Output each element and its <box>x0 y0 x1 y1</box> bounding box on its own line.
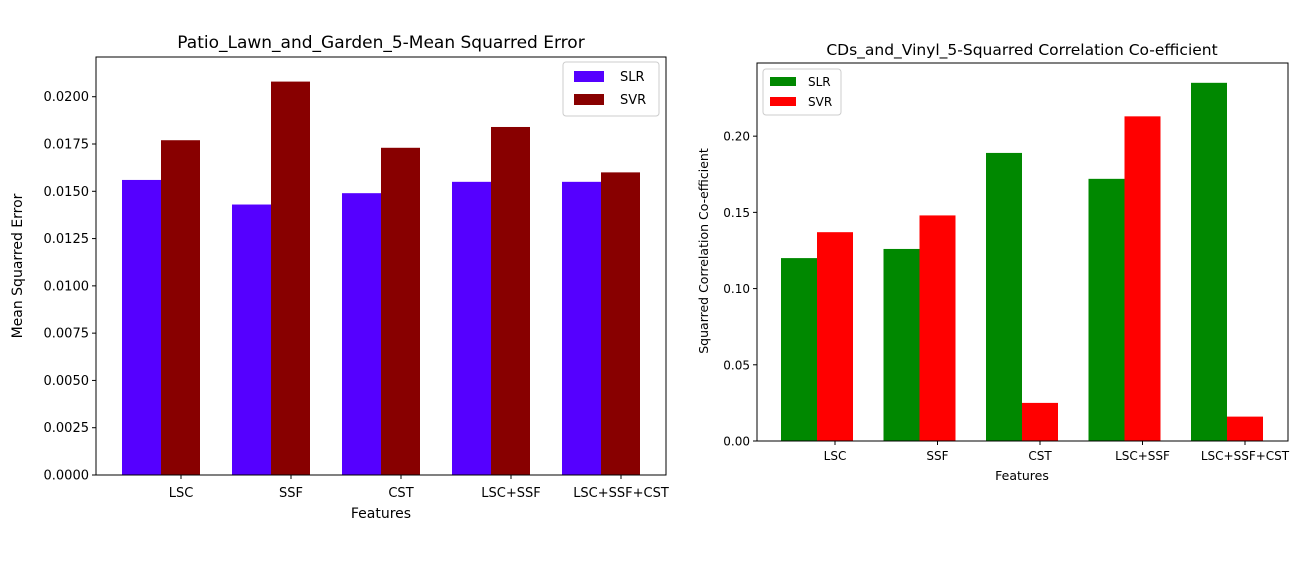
chart-1-ylabel: Mean Squarred Error <box>10 193 26 338</box>
bar-svr-cst <box>381 147 420 475</box>
bar-svr-ssf <box>271 81 310 476</box>
bar-slr-ssf <box>232 204 271 475</box>
bar-slr-lsc-ssf <box>1088 178 1125 441</box>
y-tick-label: 0.20 <box>723 130 750 144</box>
y-tick-label: 0.00 <box>723 435 750 449</box>
x-tick-label: LSC+SSF+CST <box>573 486 669 501</box>
y-tick-label: 0.0175 <box>44 138 90 153</box>
y-tick-label: 0.0100 <box>44 279 90 294</box>
y-tick-label: 0.0075 <box>44 327 90 342</box>
x-tick-label: LSC+SSF <box>1115 449 1170 463</box>
x-tick-label: LSC+SSF <box>481 486 540 501</box>
chart-2-legend-swatch-svr <box>770 97 796 106</box>
bar-slr-lsc <box>781 258 817 441</box>
chart-1-xlabel: Features <box>351 506 411 522</box>
chart-1-y-ticks: 0.0000 0.0025 0.0050 0.0075 0.0100 0.0125 0.01… <box>44 90 96 484</box>
chart-1-legend-label-svr: SVR <box>620 93 646 108</box>
bar-slr-lsc <box>122 179 161 476</box>
y-tick-label: 0.10 <box>723 282 750 296</box>
bar-svr-cst <box>1022 402 1058 441</box>
bar-svr-lsc-ssf <box>1124 116 1161 441</box>
chart-2-bars <box>781 82 1263 441</box>
bar-svr-lsc <box>817 232 853 441</box>
bar-svr-ssf <box>919 215 956 441</box>
bar-svr-lsc <box>161 140 200 475</box>
y-tick-label: 0.05 <box>723 358 750 372</box>
x-tick-label: SSF <box>279 486 303 501</box>
chart-2-y-ticks: 0.00 0.05 0.10 0.15 0.20 <box>723 130 757 449</box>
y-tick-label: 0.0200 <box>44 90 90 105</box>
chart-2-legend-label-svr: SVR <box>808 95 832 109</box>
x-tick-label: CST <box>388 486 413 501</box>
chart-2-legend: SLR SVR <box>762 68 842 116</box>
chart-1-title: Patio_Lawn_and_Garden_5-Mean Squarred Er… <box>177 33 584 53</box>
chart-1-x-ticks: LSC SSF CST LSC+SSF LSC+SSF+CST <box>169 475 669 501</box>
chart-2-x-ticks: LSC SSF CST LSC+SSF LSC+SSF+CST <box>824 441 1290 463</box>
chart-2-xlabel: Features <box>995 468 1049 483</box>
x-tick-label: CST <box>1028 449 1052 463</box>
x-tick-label: LSC <box>169 486 194 501</box>
bar-slr-lsc-ssf-cst <box>562 181 601 475</box>
chart-1: Patio_Lawn_and_Garden_5-Mean Squarred Er… <box>10 33 669 522</box>
bar-svr-lsc-ssf-cst <box>1227 416 1263 441</box>
chart-2-ylabel: Squarred Correlation Co-efficient <box>696 148 711 354</box>
chart-1-bars <box>122 81 640 476</box>
bar-svr-lsc-ssf-cst <box>601 172 640 476</box>
chart-2-title: CDs_and_Vinyl_5-Squarred Correlation Co-… <box>826 41 1217 60</box>
chart-2-axes-frame <box>756 62 1289 442</box>
bar-svr-lsc-ssf <box>491 126 530 475</box>
y-tick-label: 0.15 <box>723 206 750 220</box>
y-tick-label: 0.0050 <box>44 374 90 389</box>
y-tick-label: 0.0150 <box>44 185 90 200</box>
chart-1-legend-swatch-slr <box>574 71 604 82</box>
chart-1-axes-frame <box>95 56 667 476</box>
chart-2-legend-swatch-slr <box>770 77 796 86</box>
x-tick-label: LSC <box>824 449 847 463</box>
chart-1-legend: SLR SVR <box>562 61 660 117</box>
chart-2-legend-label-slr: SLR <box>808 75 831 89</box>
y-tick-label: 0.0025 <box>44 421 90 436</box>
bar-slr-cst <box>986 152 1022 441</box>
bar-slr-cst <box>342 193 381 475</box>
bar-slr-lsc-ssf-cst <box>1191 82 1227 441</box>
chart-1-legend-swatch-svr <box>574 94 604 105</box>
bar-slr-lsc-ssf <box>452 181 491 475</box>
y-tick-label: 0.0125 <box>44 232 90 247</box>
chart-1-legend-label-slr: SLR <box>620 70 645 85</box>
x-tick-label: LSC+SSF+CST <box>1201 449 1290 463</box>
bar-slr-ssf <box>883 248 920 441</box>
chart-2: CDs_and_Vinyl_5-Squarred Correlation Co-… <box>696 41 1290 483</box>
x-tick-label: SSF <box>926 449 948 463</box>
y-tick-label: 0.0000 <box>44 469 90 484</box>
